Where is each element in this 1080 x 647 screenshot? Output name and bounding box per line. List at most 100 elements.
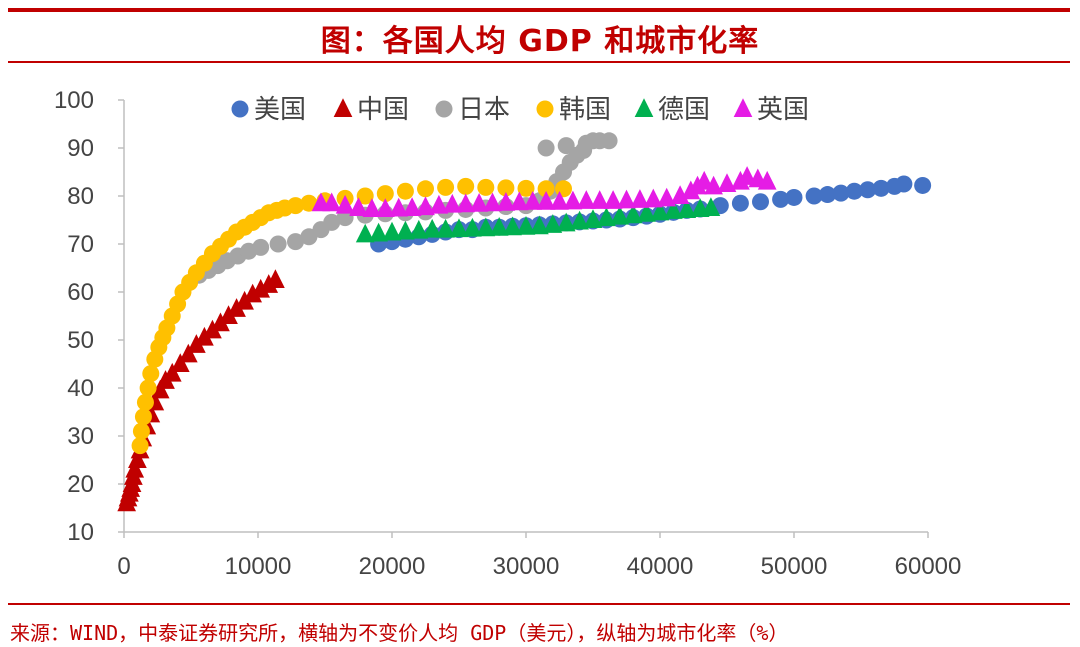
data-point xyxy=(356,187,374,205)
data-point xyxy=(603,190,623,209)
data-point xyxy=(417,180,434,198)
data-point xyxy=(128,449,147,469)
legend-marker xyxy=(435,100,453,118)
data-point xyxy=(349,197,368,217)
chart-marks xyxy=(117,132,932,512)
y-tick-label: 20 xyxy=(67,471,94,498)
data-point xyxy=(772,190,790,208)
data-point xyxy=(731,194,749,212)
data-point xyxy=(694,170,714,190)
data-point xyxy=(369,222,388,242)
data-point xyxy=(355,223,375,243)
data-point xyxy=(134,408,152,426)
data-point xyxy=(530,215,549,235)
data-point xyxy=(362,198,382,217)
data-point xyxy=(442,193,462,213)
y-tick-label: 50 xyxy=(67,327,94,354)
data-point xyxy=(449,218,469,238)
data-point xyxy=(322,192,342,212)
chart-axes: 10 20 30 40 50 60 70 80 90 100 0 10000 20000 30000 400… xyxy=(54,87,961,580)
data-point xyxy=(597,207,616,227)
data-point xyxy=(637,203,656,222)
legend-marker xyxy=(536,100,554,118)
data-point xyxy=(131,437,149,455)
data-point xyxy=(805,187,823,205)
legend-label: 美国 xyxy=(254,95,306,125)
x-tick-label: 50000 xyxy=(761,553,828,580)
data-point xyxy=(872,179,890,197)
y-tick-label: 10 xyxy=(67,519,94,546)
data-point xyxy=(509,191,529,211)
data-point xyxy=(178,343,198,363)
y-tick-label: 100 xyxy=(54,87,94,114)
data-point xyxy=(785,188,803,206)
x-tick-label: 40000 xyxy=(627,553,694,580)
data-point xyxy=(590,190,610,209)
data-point xyxy=(469,192,489,212)
legend-marker xyxy=(634,98,654,118)
legend-marker xyxy=(231,100,249,118)
data-point xyxy=(555,180,573,198)
data-point xyxy=(643,188,663,208)
data-point xyxy=(664,200,683,219)
data-point xyxy=(132,422,150,440)
data-point xyxy=(457,177,475,195)
legend-marker xyxy=(733,98,753,118)
data-point xyxy=(243,283,262,303)
legend-label: 英国 xyxy=(757,95,809,125)
data-point xyxy=(819,186,836,204)
data-point xyxy=(136,393,154,411)
data-point xyxy=(266,269,285,289)
data-point xyxy=(483,192,502,212)
data-point xyxy=(914,176,932,194)
data-point xyxy=(717,173,737,193)
bottom-rule xyxy=(8,603,1070,605)
data-point xyxy=(570,210,589,230)
data-point xyxy=(396,182,414,200)
data-point xyxy=(859,181,877,199)
data-point xyxy=(382,221,402,241)
data-point xyxy=(677,199,697,218)
legend-marker xyxy=(333,98,353,118)
data-point xyxy=(125,458,145,478)
data-point xyxy=(557,137,575,155)
data-point xyxy=(402,197,422,217)
data-point xyxy=(617,189,636,209)
data-point xyxy=(437,178,455,196)
series-4 xyxy=(355,197,721,243)
x-tick-label: 60000 xyxy=(895,553,962,580)
data-point xyxy=(556,212,576,232)
data-point xyxy=(832,184,850,202)
data-point xyxy=(543,214,563,233)
y-tick-label: 30 xyxy=(67,423,94,450)
data-point xyxy=(436,218,455,238)
y-tick-label: 90 xyxy=(67,135,94,162)
data-point xyxy=(376,185,394,203)
data-point xyxy=(142,365,160,383)
data-point xyxy=(563,190,583,210)
data-point xyxy=(396,220,415,240)
data-point xyxy=(429,194,449,214)
data-point xyxy=(456,193,476,213)
x-tick-label: 10000 xyxy=(225,553,292,580)
legend-label: 韩国 xyxy=(559,95,611,125)
legend-label: 日本 xyxy=(458,95,510,125)
data-point xyxy=(737,166,757,185)
data-point xyxy=(576,190,596,209)
data-point xyxy=(287,197,305,215)
y-tick-label: 80 xyxy=(67,183,94,210)
data-point xyxy=(701,197,721,217)
x-tick-label: 20000 xyxy=(359,553,426,580)
data-point xyxy=(650,201,670,221)
data-point xyxy=(757,170,777,190)
data-point xyxy=(463,217,482,237)
data-point xyxy=(536,191,556,210)
chart-legend: 美国 中国 日本 韩国 德国 英国 xyxy=(231,95,809,125)
data-point xyxy=(416,196,435,216)
data-point xyxy=(537,139,555,157)
data-point xyxy=(657,187,677,207)
data-point xyxy=(623,204,643,224)
data-point xyxy=(375,198,395,217)
data-point xyxy=(409,219,429,239)
x-tick-label: 0 xyxy=(117,553,130,580)
